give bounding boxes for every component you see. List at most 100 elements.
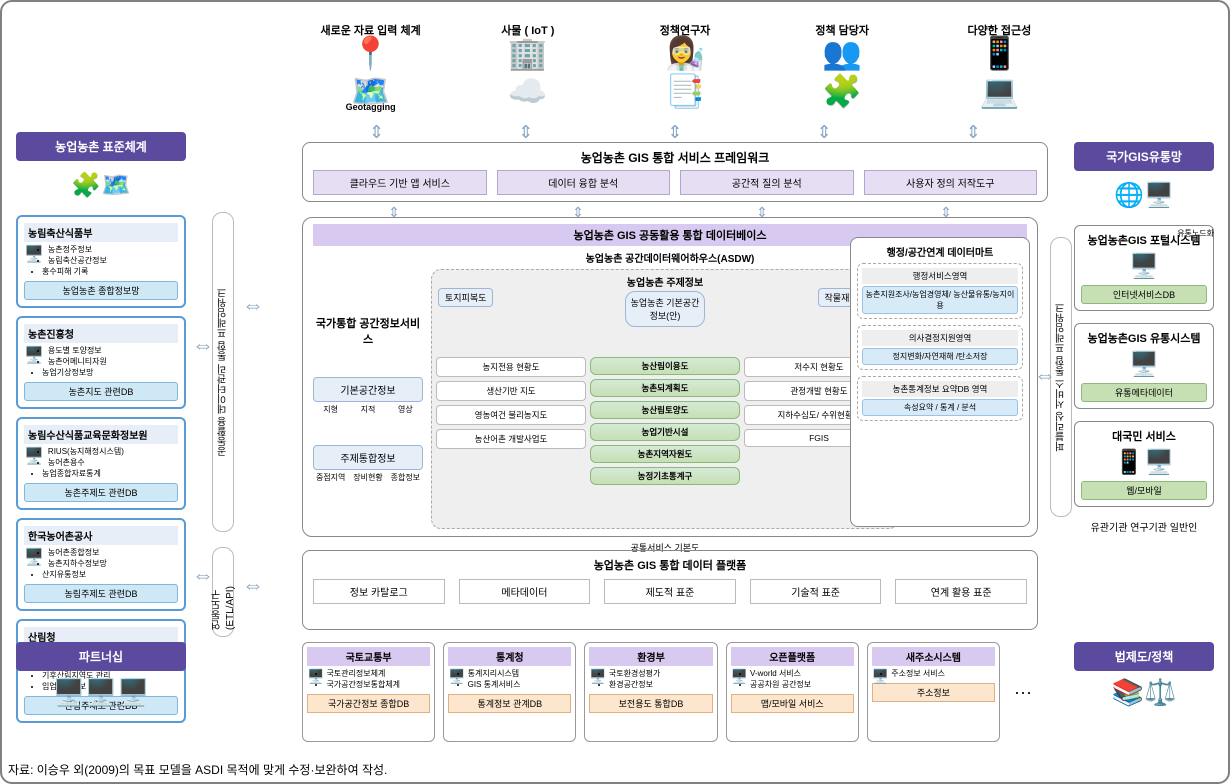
cap-landcover: 토지피복도	[438, 288, 493, 307]
agency-bullets: 농촌정주정보농림축산공간정보홍수피해 기록	[42, 244, 178, 277]
agency-bullets: 농어촌종합정보농촌지하수정보망산지유통정보	[42, 547, 178, 580]
delivery-title: 농업농촌GIS 유통시스템	[1081, 330, 1207, 346]
standards-icon: 🧩🗺️	[16, 165, 186, 205]
top-actor-row: 새로운 자료 입력 체계 📍🗺️ Geotagging 사물 ( IoT ) 🏢…	[302, 22, 1068, 132]
framework-title: 농업농촌 GIS 통합 서비스 프레임워크	[313, 149, 1037, 166]
source-db: 통계정보 관계DB	[448, 694, 571, 713]
lr-arrow-icon: ⇔	[192, 332, 214, 358]
datamart-card: 의사결정지원영역정지변화/자연재해 /탄소저장	[857, 325, 1023, 370]
figure-caption: 자료: 이승우 외(2009)의 목표 모델을 ASDI 목적에 맞게 수정·보…	[8, 761, 387, 778]
agency-title: 농림축산식품부	[24, 223, 178, 242]
device-icon: 📱💻	[963, 42, 1035, 102]
standards-header: 농업농촌 표준체계	[16, 132, 186, 161]
gis-dist-icon: 🌐🖥️	[1074, 175, 1214, 215]
iot-icon: 🏢☁️	[492, 42, 564, 102]
datamart-card: 농촌통계정보 요약DB 영역속성요약 / 통계 / 분석	[857, 376, 1023, 421]
stakeholders-label: 유관기관 연구기관 일반인	[1074, 519, 1214, 534]
officer-icon: 👥🧩	[806, 42, 878, 102]
layer-slot: 농업기반시설	[590, 423, 740, 441]
partnership-block: 파트너십 🖥️🖥️🖥️	[16, 642, 186, 708]
datamart-domain: 농촌통계정보 요약DB 영역	[862, 381, 1018, 397]
gis-service-framework: 농업농촌 GIS 통합 서비스 프레임워크 클라우드 기반 앱 서비스 데이터 …	[302, 142, 1048, 202]
source-db: 맵/모바일 서비스	[731, 694, 854, 713]
source-title: 새주소시스템	[872, 647, 995, 666]
datamart-contents: 속성요약 / 통계 / 분석	[862, 399, 1018, 416]
law-icon: 📚⚖️	[1074, 677, 1214, 708]
source-title: 오픈플랫폼	[731, 647, 854, 666]
datamart-domain: 의사결정지원영역	[862, 330, 1018, 346]
partnership-icon: 🖥️🖥️🖥️	[16, 677, 186, 708]
agency-db: 농업농촌 종합정보망	[24, 281, 178, 300]
agency-title: 농림수산식품교육문화정보원	[24, 425, 178, 444]
datamart-card: 행정서비스영역농촌지원조사/농업경영체/ 농산물유통/농지이용	[857, 263, 1023, 319]
cap-core-spatial: 농업농촌 기본공간정보(안)	[625, 291, 705, 327]
shared-data-mgmt-strip: 공동활용 데이터관리 통합 프레임워크	[212, 212, 234, 532]
layer-slot: 농산림이용도	[590, 357, 740, 375]
asdw-cylinder: 농업농촌 주제정보 토지피복도 농업농촌 기본공간정보(안) 작물재배 적지도 …	[431, 269, 899, 529]
delivery-title: 대국민 서비스	[1081, 428, 1207, 444]
platform-item: 제도적 표준	[604, 579, 736, 604]
national-spatial-service: 국가통합 공간정보서비스 기본공간정보 지형지적영상 주제통합정보 중점지역장비…	[313, 269, 423, 529]
actor-accessibility: 다양한 접근성 📱💻	[931, 22, 1068, 132]
computer-icon: 🖥️	[24, 547, 44, 567]
source-db: 보전용도 통합DB	[589, 694, 712, 713]
law-policy-block: 법제도/정책 📚⚖️	[1074, 642, 1214, 708]
layer-slot: 생산기반 지도	[436, 381, 586, 401]
agency-bullets: 용도별 토양정보농촌어메니티자원농업기상정보망	[42, 345, 178, 378]
national-gis-dist-header: 국가GIS유통망	[1074, 142, 1214, 171]
actor-geotagging: 새로운 자료 입력 체계 📍🗺️ Geotagging	[302, 22, 439, 132]
layer-slot: 영농여건 불리농지도	[436, 405, 586, 425]
law-policy-header: 법제도/정책	[1074, 642, 1214, 671]
datamart-contents: 농촌지원조사/농업경영체/ 농산물유통/농지이용	[862, 286, 1018, 314]
delivery-system-card: 농업농촌GIS 유통시스템 🖥️ 유통메타데이터	[1074, 323, 1214, 409]
theme-integrated-info: 주제통합정보	[313, 445, 423, 470]
agency-db: 농촌지도 관련DB	[24, 382, 178, 401]
agency-card: 농촌진흥청🖥️용도별 토양정보농촌어메니티자원농업기상정보망농촌지도 관련DB	[16, 316, 186, 409]
delivery-db: 유통메타데이터	[1081, 383, 1207, 402]
layer-slot: 농촌지역자원도	[590, 445, 740, 463]
source-card: 환경부🖥️국토환경성평가환경공간정보보전용도 통합DB	[584, 642, 717, 742]
actor-iot: 사물 ( IoT ) 🏢☁️	[459, 22, 596, 132]
delivery-db: 인터넷서비스DB	[1081, 285, 1207, 304]
delivery-db: 웹/모바일	[1081, 481, 1207, 500]
source-title: 통계청	[448, 647, 571, 666]
datamart-domain: 행정서비스영역	[862, 268, 1018, 284]
lr-arrow-icon: ⇔	[242, 292, 264, 318]
layer-slot: 농지전용 현황도	[436, 357, 586, 377]
ellipsis-icon: ···	[1008, 682, 1038, 703]
framework-item-cloud: 클라우드 기반 앱 서비스	[313, 170, 487, 195]
integrated-data-platform: 농업농촌 GIS 통합 데이터 플랫폼 정보 카탈로그메타데이터제도적 표준기술…	[302, 550, 1038, 630]
source-db: 주소정보	[872, 683, 995, 702]
etl-api-strip: 연동도구 (ETL/API)	[212, 547, 234, 637]
updown-arrow-icon: ⇕	[667, 122, 682, 143]
updown-arrow-icon: ⇕	[518, 122, 533, 143]
source-card: 통계청🖥️통계지리시스템GIS 통계서비스통계정보 관계DB	[443, 642, 576, 742]
admin-spatial-datamart: 행정/공간연계 데이터마트 행정서비스영역농촌지원조사/농업경영체/ 농산물유통…	[850, 237, 1030, 527]
agency-card: 농림수산식품교육문화정보원🖥️RIUS(농지해정시스템)농어촌용수농업종합자료통…	[16, 417, 186, 510]
arrows-top: ⇕ ⇕ ⇕ ⇕ ⇕	[302, 122, 1048, 143]
geotag-icon: 📍🗺️	[335, 42, 407, 102]
framework-item-spatial: 공간적 질의 분석	[680, 170, 854, 195]
platform-item: 기술적 표준	[750, 579, 882, 604]
computer-icon: 🖥️	[24, 345, 44, 365]
framework-item-fusion: 데이터 융합 분석	[497, 170, 671, 195]
researcher-icon: 👩‍🔬📑	[649, 42, 721, 102]
delivery-icon: 📱🖥️	[1081, 448, 1207, 477]
updown-arrow-icon: ⇕	[369, 122, 384, 143]
agency-card: 농림축산식품부 🖥️농촌정주정보농림축산공간정보홍수피해 기록농업농촌 종합정보망	[16, 215, 186, 308]
layer-slot: 농촌되계획도	[590, 379, 740, 397]
framework-item-authoring: 사용자 정의 저작도구	[864, 170, 1038, 195]
delivery-icon: 🖥️	[1081, 252, 1207, 281]
delivery-icon: 🖥️	[1081, 350, 1207, 379]
updown-arrow-icon: ⇕	[817, 122, 832, 143]
external-sources-row: 국토교통부🖥️국토관리정보체계국가공간정보통합체계국가공간정보 종합DB통계청🖥…	[302, 642, 1038, 742]
architecture-diagram: 새로운 자료 입력 체계 📍🗺️ Geotagging 사물 ( IoT ) 🏢…	[0, 0, 1230, 784]
agency-title: 한국농어촌공사	[24, 526, 178, 545]
layer-slot: 농정기초통계구	[590, 467, 740, 485]
base-spatial-info: 기본공간정보	[313, 377, 423, 402]
partnership-header: 파트너십	[16, 642, 186, 671]
delivery-system-card: 대국민 서비스 📱🖥️ 웹/모바일	[1074, 421, 1214, 507]
right-services-column: 국가GIS유통망 🌐🖥️ 유통노드화 농업농촌GIS 포털시스템🖥️인터넷서비스…	[1074, 142, 1214, 534]
computer-icon: 🖥️	[24, 244, 44, 264]
datamart-contents: 정지변화/자연재해 /탄소저장	[862, 348, 1018, 365]
